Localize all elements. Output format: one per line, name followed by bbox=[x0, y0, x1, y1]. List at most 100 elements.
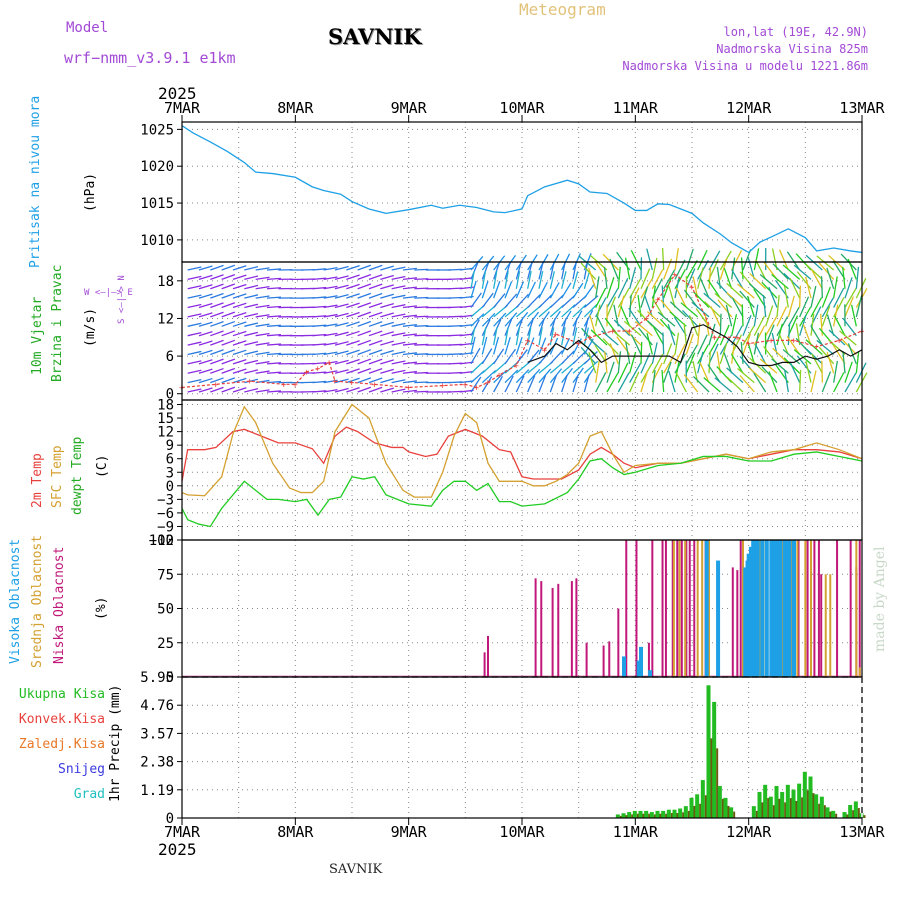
wind-arrow bbox=[644, 295, 653, 318]
wind-arrow bbox=[799, 285, 802, 308]
wind-arrow bbox=[244, 322, 259, 327]
wind-arrow bbox=[527, 337, 535, 355]
y-tick-label: 18 bbox=[157, 398, 174, 414]
wind-arrow bbox=[612, 330, 631, 346]
cloud-bar bbox=[716, 560, 721, 677]
wind-arrow bbox=[346, 368, 360, 374]
cloud-bar bbox=[858, 667, 861, 677]
wind-arrow bbox=[595, 276, 600, 299]
wind-arrow bbox=[620, 305, 631, 327]
wind-arrow bbox=[675, 287, 687, 308]
wind-arrow bbox=[312, 333, 327, 337]
wind-arrow bbox=[742, 325, 755, 346]
wind-arrow bbox=[810, 313, 815, 336]
wind-arrow bbox=[312, 380, 327, 384]
wind-arrow bbox=[334, 331, 349, 337]
wind-arrow bbox=[357, 311, 372, 318]
wind-arrow bbox=[588, 352, 597, 374]
wind-arrow bbox=[588, 267, 597, 289]
cloud-bar bbox=[684, 540, 687, 677]
precip-bar bbox=[712, 701, 717, 818]
wind-arrow bbox=[198, 368, 213, 374]
wind-arrow bbox=[402, 324, 417, 327]
wind-arrow bbox=[198, 377, 213, 384]
wind-arrow bbox=[697, 249, 708, 271]
wind-arrow bbox=[493, 348, 505, 365]
wind-arrow bbox=[765, 316, 778, 337]
wind-arrow bbox=[323, 360, 338, 365]
wind-arrow bbox=[651, 269, 664, 290]
wind-arrow bbox=[561, 271, 567, 289]
y-tick-label: 18 bbox=[157, 274, 174, 290]
wind-arrow bbox=[710, 306, 721, 327]
wind-arrow bbox=[810, 285, 817, 308]
precip-bar-shade bbox=[784, 802, 787, 818]
precip-bar-shade bbox=[721, 798, 724, 818]
wind-arrow bbox=[244, 275, 259, 281]
wind-arrow bbox=[255, 351, 270, 356]
wind-arrow bbox=[685, 259, 698, 280]
wind-arrow bbox=[244, 303, 259, 309]
wind-arrow bbox=[402, 361, 417, 365]
precip-bar-shade bbox=[761, 802, 764, 818]
wind-arrow bbox=[323, 304, 338, 309]
wind-arrow bbox=[323, 276, 338, 281]
wind-arrow bbox=[198, 265, 213, 271]
wind-arrow bbox=[668, 370, 676, 393]
wind-arrow bbox=[572, 261, 577, 280]
temp-line-sfc-temp bbox=[181, 403, 863, 498]
wind-arrow bbox=[198, 340, 213, 346]
wind-arrow bbox=[799, 296, 810, 318]
cloud-bar bbox=[858, 540, 861, 677]
wind-arrow bbox=[771, 273, 789, 290]
temp-line-dewpt-temp bbox=[181, 451, 863, 528]
wind-arrow bbox=[805, 348, 823, 365]
precip-bar bbox=[700, 780, 705, 818]
cloud-bar bbox=[746, 553, 751, 677]
wind-arrow bbox=[380, 265, 394, 271]
cloud-bar bbox=[804, 540, 807, 677]
gust-marker: + bbox=[213, 380, 219, 390]
gust-marker: + bbox=[576, 340, 582, 350]
wind-arrow bbox=[844, 277, 853, 299]
wind-arrow bbox=[821, 297, 834, 318]
wind-arrow bbox=[624, 257, 631, 280]
precip-bar bbox=[666, 809, 671, 818]
precip-bar-shade bbox=[687, 810, 690, 818]
wind-arrow bbox=[391, 369, 406, 374]
precip-bar bbox=[678, 808, 683, 818]
gust-marker: + bbox=[814, 343, 820, 353]
wind-arrow bbox=[481, 369, 497, 384]
wind-arrow bbox=[266, 287, 282, 290]
wind-arrow bbox=[549, 350, 564, 365]
x-tick-label-bottom: 10MAR bbox=[499, 823, 545, 841]
cloud-bar bbox=[570, 581, 573, 677]
wind-arrow bbox=[346, 321, 360, 327]
wind-arrow bbox=[826, 267, 835, 289]
wind-arrow bbox=[266, 343, 282, 346]
wind-arrow bbox=[855, 351, 860, 374]
wind-arrow bbox=[380, 387, 394, 393]
cloud-bar bbox=[748, 546, 753, 677]
wind-arrow bbox=[470, 292, 482, 308]
precip-bar-shade bbox=[857, 808, 860, 818]
wind-arrow bbox=[504, 348, 517, 365]
wind-arrow bbox=[651, 257, 658, 280]
wind-arrow bbox=[787, 315, 799, 336]
wind-arrow bbox=[832, 260, 846, 280]
wind-arrow bbox=[538, 271, 544, 289]
precip-bar-shade bbox=[676, 813, 679, 818]
wind-arrow bbox=[334, 303, 349, 309]
wind-arrow bbox=[357, 377, 372, 384]
precip-bar bbox=[825, 807, 830, 818]
wind-arrow bbox=[391, 341, 406, 346]
cloud-bar bbox=[806, 540, 809, 677]
wind-arrow bbox=[561, 318, 567, 336]
y-tick-label: −6 bbox=[157, 506, 174, 522]
wind-arrow bbox=[802, 324, 812, 346]
wind-arrow bbox=[232, 387, 247, 393]
wind-arrow bbox=[685, 248, 694, 271]
wind-arrow-field bbox=[187, 247, 868, 393]
gust-marker: + bbox=[734, 333, 740, 343]
wind-arrow bbox=[266, 371, 282, 374]
